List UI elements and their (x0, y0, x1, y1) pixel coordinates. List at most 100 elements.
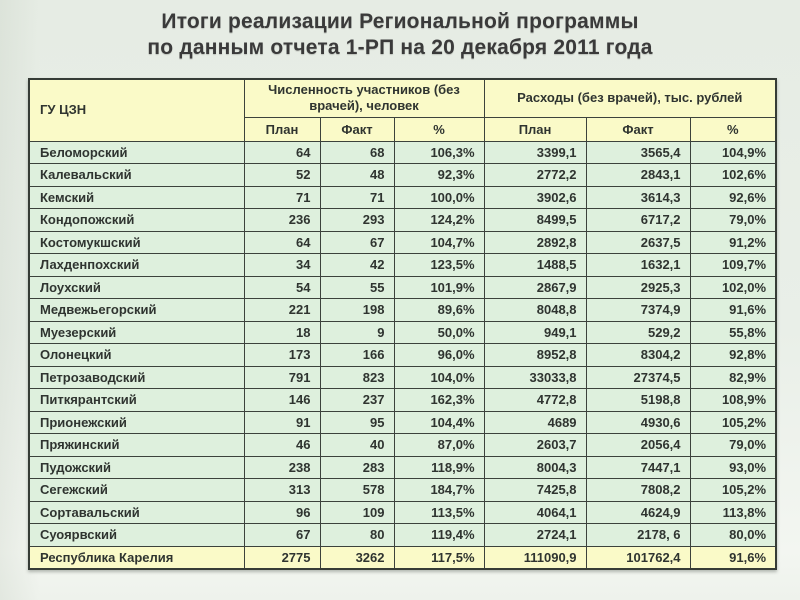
value-cell: 54 (243, 275, 321, 299)
value-cell: 102,0% (689, 275, 777, 299)
value-cell: 823 (319, 365, 395, 389)
value-cell: 92,6% (689, 185, 777, 209)
value-cell: 82,9% (689, 365, 777, 389)
value-cell: 173 (243, 343, 321, 367)
value-cell: 8048,8 (483, 298, 587, 322)
value-cell: 96 (243, 500, 321, 524)
value-cell: 42 (319, 253, 395, 277)
row-label: Сортавальский (28, 500, 245, 524)
table-header: ГУ ЦЗН Численность участников (без враче… (28, 78, 777, 142)
row-label: Питкярантский (28, 388, 245, 412)
value-cell: 2867,9 (483, 275, 587, 299)
value-cell: 111090,9 (483, 545, 587, 569)
value-cell: 236 (243, 208, 321, 232)
table-row: Олонецкий 173 166 96,0% 8952,8 8304,2 92,8% (28, 343, 777, 367)
value-cell: 4772,8 (483, 388, 587, 412)
value-cell: 52 (243, 163, 321, 187)
row-label: Пряжинский (28, 433, 245, 457)
value-cell: 2772,2 (483, 163, 587, 187)
value-cell: 4624,9 (585, 500, 691, 524)
value-cell: 2843,1 (585, 163, 691, 187)
value-cell: 2724,1 (483, 523, 587, 547)
table-row: Суоярвский 67 80 119,4% 2724,1 2178, 6 80,0% (28, 523, 777, 547)
row-label: Суоярвский (28, 523, 245, 547)
value-cell: 89,6% (393, 298, 485, 322)
value-cell: 5198,8 (585, 388, 691, 412)
value-cell: 3614,3 (585, 185, 691, 209)
value-cell: 529,2 (585, 320, 691, 344)
title-line-1: Итоги реализации Региональной программы (161, 10, 639, 33)
value-cell: 95 (319, 410, 395, 434)
table-row: Костомукшский 64 67 104,7% 2892,8 2637,5 91,2% (28, 230, 777, 254)
value-cell: 3399,1 (483, 140, 587, 164)
value-cell: 124,2% (393, 208, 485, 232)
value-cell: 104,0% (393, 365, 485, 389)
value-cell: 2178, 6 (585, 523, 691, 547)
column-header-fact-expenses: Факт (585, 116, 691, 142)
value-cell: 123,5% (393, 253, 485, 277)
value-cell: 9 (319, 320, 395, 344)
row-label: Пудожский (28, 455, 245, 479)
value-cell: 87,0% (393, 433, 485, 457)
value-cell: 102,6% (689, 163, 777, 187)
value-cell: 113,5% (393, 500, 485, 524)
value-cell: 2056,4 (585, 433, 691, 457)
value-cell: 166 (319, 343, 395, 367)
value-cell: 8004,3 (483, 455, 587, 479)
value-cell: 7808,2 (585, 478, 691, 502)
value-cell: 100,0% (393, 185, 485, 209)
value-cell: 2775 (243, 545, 321, 569)
table-row: Лоухский 54 55 101,9% 2867,9 2925,3 102,0% (28, 275, 777, 299)
value-cell: 104,9% (689, 140, 777, 164)
row-label: Кемский (28, 185, 245, 209)
row-label: Медвежьегорский (28, 298, 245, 322)
row-label: Прионежский (28, 410, 245, 434)
value-cell: 146 (243, 388, 321, 412)
value-cell: 4930,6 (585, 410, 691, 434)
value-cell: 101,9% (393, 275, 485, 299)
value-cell: 79,0% (689, 433, 777, 457)
value-cell: 1488,5 (483, 253, 587, 277)
value-cell: 91,6% (689, 298, 777, 322)
value-cell: 3262 (319, 545, 395, 569)
value-cell: 8304,2 (585, 343, 691, 367)
value-cell: 1632,1 (585, 253, 691, 277)
value-cell: 104,4% (393, 410, 485, 434)
value-cell: 108,9% (689, 388, 777, 412)
value-cell: 184,7% (393, 478, 485, 502)
value-cell: 71 (319, 185, 395, 209)
value-cell: 2892,8 (483, 230, 587, 254)
header-sub-row: План Факт % План Факт % (29, 116, 777, 142)
row-label: Лахденпохский (28, 253, 245, 277)
value-cell: 162,3% (393, 388, 485, 412)
value-cell: 3902,6 (483, 185, 587, 209)
value-cell: 2637,5 (585, 230, 691, 254)
value-cell: 27374,5 (585, 365, 691, 389)
value-cell: 578 (319, 478, 395, 502)
value-cell: 104,7% (393, 230, 485, 254)
table-row: Медвежьегорский 221 198 89,6% 8048,8 7374,9 91… (28, 298, 777, 322)
row-label: Лоухский (28, 275, 245, 299)
value-cell: 8499,5 (483, 208, 587, 232)
table-row: Лахденпохский 34 42 123,5% 1488,5 1632,1 109,7… (28, 253, 777, 277)
value-cell: 68 (319, 140, 395, 164)
value-cell: 283 (319, 455, 395, 479)
value-cell: 91,6% (689, 545, 777, 569)
table-row: Пряжинский 46 40 87,0% 2603,7 2056,4 79,0% (28, 433, 777, 457)
value-cell: 791 (243, 365, 321, 389)
value-cell: 109 (319, 500, 395, 524)
value-cell: 4689 (483, 410, 587, 434)
value-cell: 93,0% (689, 455, 777, 479)
row-label: Олонецкий (28, 343, 245, 367)
value-cell: 50,0% (393, 320, 485, 344)
value-cell: 105,2% (689, 478, 777, 502)
row-label: Калевальский (28, 163, 245, 187)
value-cell: 46 (243, 433, 321, 457)
column-header-percent-expenses: % (689, 116, 777, 142)
table-row: Прионежский 91 95 104,4% 4689 4930,6 105,2% (28, 410, 777, 434)
value-cell: 109,7% (689, 253, 777, 277)
row-label: Петрозаводский (28, 365, 245, 389)
table-row: Муезерский 18 9 50,0% 949,1 529,2 55,8% (28, 320, 777, 344)
value-cell: 91 (243, 410, 321, 434)
